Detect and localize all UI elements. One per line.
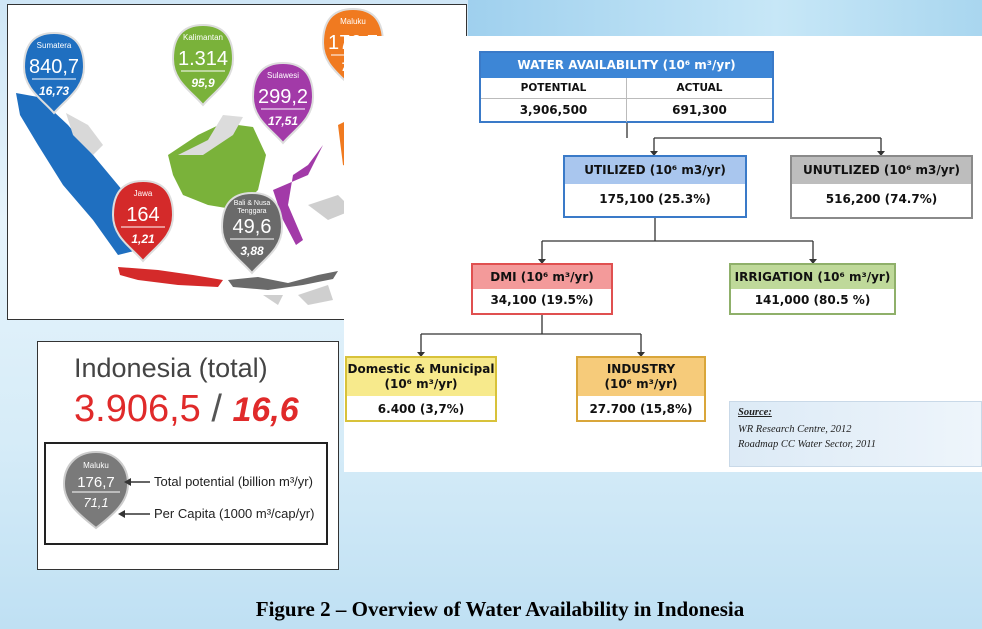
source-line-1: WR Research Centre, 2012 <box>738 424 852 435</box>
legend-slash: / <box>211 388 222 430</box>
actual-value: 691,300 <box>672 103 727 117</box>
legend-title: Indonesia (total) <box>74 353 268 383</box>
unutilized-value: 516,200 (74.7%) <box>825 192 938 206</box>
pin-shape <box>251 61 315 145</box>
jawa-island <box>118 267 223 287</box>
utilized-value: 175,100 (25.3%) <box>599 192 711 206</box>
arrowhead-industry <box>637 352 645 357</box>
legend-total-value: 3.906,5 <box>74 388 201 430</box>
source-box: Source: WR Research Centre, 2012 Roadmap… <box>729 401 982 467</box>
arrowhead-utilized <box>650 151 658 156</box>
pin-shape <box>220 191 284 275</box>
domestic-municipal-box: Domestic & Municipal (10⁶ m³/yr) 6.400 (… <box>345 356 497 422</box>
dmi-box: DMI (10⁶ m³/yr) 34,100 (19.5%) <box>471 263 613 315</box>
pin-shape <box>111 179 175 263</box>
legend-total: 3.906,5 / 16,6 <box>74 388 299 431</box>
pin-per-capita-value: 1,21 <box>131 232 155 246</box>
pin-per-capita-value: 95,9 <box>191 76 215 90</box>
actual-header: ACTUAL <box>676 82 723 94</box>
kalimantan-island <box>168 123 266 210</box>
pin-total-value: 840,7 <box>29 56 79 78</box>
legend-key-box: Maluku 176,7 71,1 Total potential (billi… <box>44 442 328 545</box>
pin-total-value: 164 <box>126 204 159 226</box>
domestic-title: Domestic & Municipal (10⁶ m³/yr) <box>347 358 495 396</box>
map-pin-kalimantan: Kalimantan 1.314 95,9 <box>171 23 235 107</box>
pin-region-label: Kalimantan <box>183 33 223 42</box>
potential-value: 3,906,500 <box>481 99 627 122</box>
map-pin-sumatera: Sumatera 840,7 16,73 <box>22 31 86 115</box>
arrowhead-unutilized <box>877 151 885 156</box>
potential-header: POTENTIAL <box>481 78 627 98</box>
pin-region-label: Sumatera <box>37 41 72 50</box>
unutilized-box: UNUTLIZED (10⁶ m3/yr) 516,200 (74.7%) <box>790 155 973 219</box>
industry-title-line1: INDUSTRY <box>606 362 676 376</box>
irrigation-box: IRRIGATION (10⁶ m³/yr) 141,000 (80.5 %) <box>729 263 896 315</box>
pin-shape <box>22 31 86 115</box>
source-title: Source: <box>738 407 772 418</box>
legend-pin-graphic: Maluku 176,7 71,1 <box>62 450 150 530</box>
industry-value: 27.700 (15,8%) <box>589 402 693 416</box>
background-strip <box>468 0 982 36</box>
pin-region-label: Bali & Nusa <box>234 200 271 207</box>
source-line-2: Roadmap CC Water Sector, 2011 <box>738 439 876 450</box>
domestic-value: 6.400 (3,7%) <box>377 402 465 416</box>
arrowhead-dmi <box>538 259 546 264</box>
pin-per-capita-value: 17,51 <box>268 114 298 128</box>
utilized-title: UTILIZED (10⁶ m3/yr) <box>565 157 745 184</box>
legend-total-label: Total potential (billion m³/yr) <box>154 474 313 489</box>
legend-arrowhead-total <box>124 478 131 486</box>
domestic-title-line2: (10⁶ m³/yr) <box>384 377 458 391</box>
legend-sample-region: Maluku <box>83 461 109 470</box>
dmi-value: 34,100 (19.5%) <box>490 293 594 307</box>
pin-region-label: Jawa <box>134 189 153 198</box>
legend-per-capita-value: 16,6 <box>232 391 299 429</box>
pin-total-value: 299,2 <box>258 86 308 108</box>
legend-arrowhead-percapita <box>118 510 125 518</box>
arrowhead-irrigation <box>809 259 817 264</box>
pin-total-value: 1.314 <box>178 48 228 70</box>
sumatera-north-island <box>66 113 103 155</box>
pin-per-capita-value: 16,73 <box>39 84 69 98</box>
legend-pin-shape <box>62 450 130 530</box>
water-availability-columns: POTENTIAL ACTUAL <box>481 78 772 99</box>
pin-region-label: Tenggara <box>237 208 266 215</box>
pin-region-label: Sulawesi <box>267 71 299 80</box>
pin-total-value: 49,6 <box>233 216 272 238</box>
connector-dmi <box>420 315 642 353</box>
water-availability-values: 3,906,500 691,300 <box>481 99 772 122</box>
pin-region-label: Maluku <box>340 17 366 26</box>
map-pin-jawa: Jawa 164 1,21 <box>111 179 175 263</box>
irrigation-value: 141,000 (80.5 %) <box>754 293 871 307</box>
domestic-title-line1: Domestic & Municipal <box>347 362 495 376</box>
figure-caption: Figure 2 – Overview of Water Availabilit… <box>255 597 745 621</box>
map-pin-sulawesi: Sulawesi 299,2 17,51 <box>251 61 315 145</box>
irrigation-title: IRRIGATION (10⁶ m³/yr) <box>731 265 894 289</box>
industry-title-line2: (10⁶ m³/yr) <box>604 377 678 391</box>
pin-shape <box>171 23 235 107</box>
sumatera-island <box>16 93 143 255</box>
legend-sample-total: 176,7 <box>77 474 115 491</box>
pin-per-capita-value: 3,88 <box>240 244 264 258</box>
water-availability-box: WATER AVAILABILITY (10⁶ m³/yr) POTENTIAL… <box>479 51 774 123</box>
arrowhead-domestic <box>417 352 425 357</box>
utilized-box: UTILIZED (10⁶ m3/yr) 175,100 (25.3%) <box>563 155 747 218</box>
industry-title: INDUSTRY (10⁶ m³/yr) <box>578 358 704 396</box>
connector-wa <box>626 123 882 152</box>
legend-panel: Indonesia (total) 3.906,5 / 16,6 Maluku … <box>37 341 339 570</box>
nusa-tenggara-island <box>228 271 338 290</box>
kalimantan-north-island <box>178 115 243 155</box>
industry-box: INDUSTRY (10⁶ m³/yr) 27.700 (15,8%) <box>576 356 706 422</box>
dmi-title: DMI (10⁶ m³/yr) <box>473 265 611 289</box>
water-availability-title: WATER AVAILABILITY (10⁶ m³/yr) <box>481 53 772 78</box>
unutilized-title: UNUTLIZED (10⁶ m3/yr) <box>792 157 971 184</box>
sulawesi-island <box>273 145 323 245</box>
connector-util <box>541 218 814 260</box>
legend-per-capita-label: Per Capita (1000 m³/cap/yr) <box>154 506 315 521</box>
tree-connectors <box>417 123 885 357</box>
legend-sample-per-capita: 71,1 <box>83 495 108 510</box>
